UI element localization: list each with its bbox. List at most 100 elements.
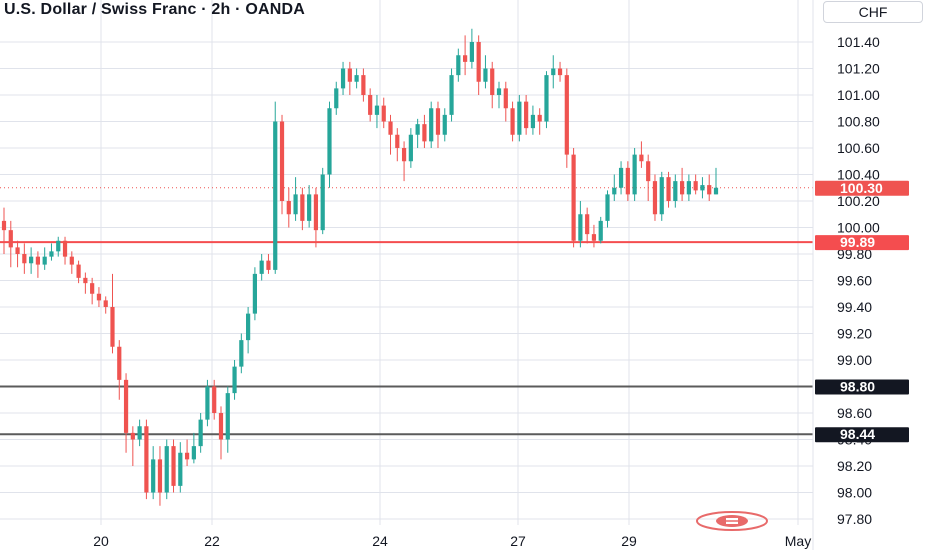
candle-body	[110, 307, 115, 347]
x-tick-label: 29	[621, 533, 637, 549]
horizontal-levels[interactable]	[0, 187, 813, 436]
candle	[218, 406, 224, 460]
candle-body	[415, 124, 420, 135]
candle-body	[130, 432, 135, 440]
candle-body	[286, 201, 291, 215]
candle	[408, 128, 413, 168]
candle	[612, 174, 617, 201]
time-axis[interactable]: 20 22 24 27 29 May	[93, 533, 811, 549]
y-tick-label: 99.20	[837, 326, 872, 342]
y-tick-label: 99.40	[837, 299, 872, 315]
candle-body	[686, 181, 691, 195]
candle	[327, 101, 332, 188]
currency-selector-button[interactable]: CHF	[823, 1, 923, 23]
candle-body	[463, 55, 468, 62]
candle-body	[361, 75, 366, 95]
candle	[286, 187, 291, 228]
tradingview-logo-icon[interactable]	[696, 511, 768, 531]
candle-body	[178, 452, 183, 486]
candle-body	[585, 214, 590, 235]
last-price-badge	[815, 180, 909, 196]
candle	[652, 174, 658, 221]
candle-body	[476, 42, 481, 82]
y-tick-label: 99.00	[837, 352, 872, 368]
level-badge-label: 98.44	[840, 426, 875, 442]
candle	[618, 161, 624, 195]
candle	[673, 174, 678, 208]
candle-body	[218, 413, 224, 440]
price-badges: 100.30 99.89 98.80 98.44	[815, 180, 909, 443]
last-price-badge-label: 100.30	[840, 180, 883, 196]
candle	[354, 68, 359, 89]
candle	[483, 55, 488, 89]
candles	[1, 28, 719, 506]
candle-body	[15, 247, 20, 254]
candle	[666, 171, 671, 208]
candle	[564, 68, 569, 168]
candle	[361, 68, 366, 102]
candle-body	[422, 124, 427, 142]
candle	[239, 333, 244, 374]
y-tick-label: 99.60	[837, 273, 872, 289]
candle	[530, 105, 536, 135]
y-tick-label: 101.40	[837, 34, 880, 50]
candle	[266, 254, 271, 274]
candle	[456, 48, 461, 82]
candle	[646, 154, 651, 201]
x-tick-label: 22	[204, 533, 220, 549]
candle-body	[252, 273, 257, 314]
candle-body	[76, 264, 81, 278]
y-tick-label: 98.60	[837, 405, 872, 421]
candle-body	[673, 181, 678, 201]
candle-body	[293, 194, 298, 215]
candle-body	[327, 108, 332, 175]
candle-body	[232, 366, 237, 394]
candle	[503, 81, 508, 122]
candle	[49, 243, 54, 261]
candle-body	[408, 134, 413, 162]
candle	[401, 141, 407, 182]
candle-body	[598, 220, 603, 241]
candle-body	[503, 88, 508, 109]
candle	[598, 216, 603, 244]
chart-title: U.S. Dollar / Swiss Franc · 2h · OANDA	[4, 1, 305, 18]
candle	[340, 61, 346, 95]
candle	[157, 446, 163, 506]
candle-body	[191, 446, 196, 460]
candle-body	[239, 340, 244, 367]
candle-body	[612, 187, 617, 195]
candle	[313, 187, 319, 248]
candle-body	[679, 181, 685, 195]
candle-body	[666, 177, 671, 201]
candle	[422, 114, 427, 148]
candle-body	[469, 42, 474, 62]
candle	[83, 272, 88, 294]
candle-body	[266, 260, 271, 270]
candle-body	[62, 240, 68, 257]
candle-body	[693, 181, 698, 191]
candle-body	[618, 167, 624, 188]
candle	[259, 254, 264, 281]
candle	[571, 148, 576, 248]
candle-body	[151, 459, 156, 493]
candle	[212, 379, 217, 420]
candle-body	[530, 114, 536, 129]
candle	[537, 108, 542, 135]
candle-body	[320, 174, 325, 231]
candle	[334, 81, 339, 115]
candle	[110, 273, 115, 354]
candle	[76, 260, 81, 284]
candle-body	[354, 75, 359, 82]
candle	[300, 187, 305, 231]
candle	[225, 386, 230, 453]
candle	[585, 207, 590, 244]
candle-body	[646, 161, 651, 182]
price-axis[interactable]: 101.40101.20101.00100.80100.60100.40100.…	[837, 34, 880, 527]
candle-body	[401, 148, 407, 162]
candle	[591, 224, 597, 248]
y-tick-label: 98.00	[837, 485, 872, 501]
candle	[29, 247, 34, 274]
candle	[117, 340, 122, 400]
candle-body	[632, 154, 637, 195]
